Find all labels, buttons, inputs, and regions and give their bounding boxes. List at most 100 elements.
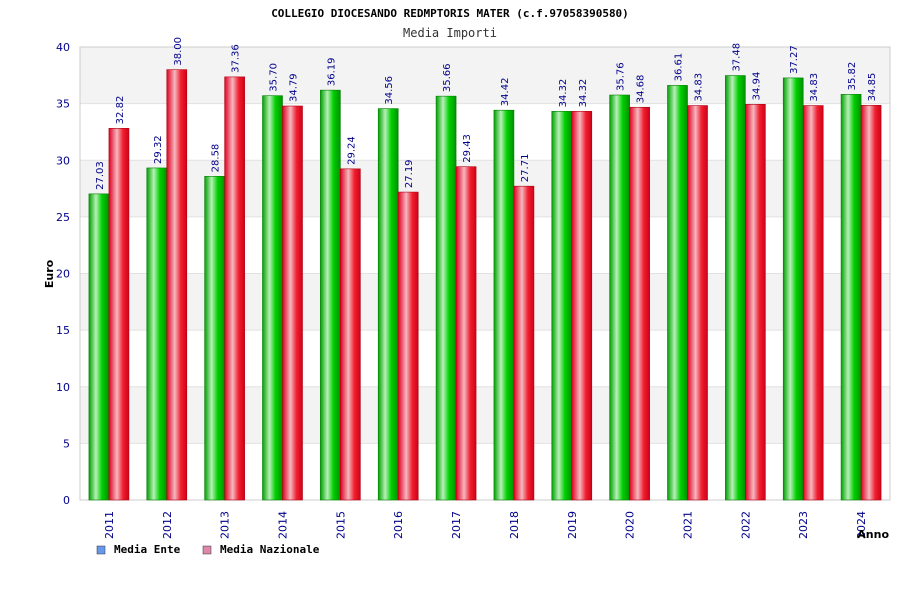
value-label: 34.32 (578, 79, 589, 108)
bar-media-nazionale-2017 (455, 166, 477, 501)
bar-media-ente-2023 (782, 77, 804, 501)
y-tick-label: 40 (56, 41, 70, 54)
y-tick-label: 10 (56, 381, 70, 394)
bar-media-ente-2011 (88, 193, 110, 501)
value-label: 29.43 (462, 134, 473, 163)
bar-media-nazionale-2022 (745, 104, 766, 501)
grid-band (80, 47, 890, 104)
value-label: 34.68 (636, 75, 647, 104)
value-label: 34.83 (694, 73, 705, 102)
bar-media-nazionale-2021 (687, 105, 708, 501)
x-tick-label: 2018 (508, 511, 521, 539)
value-label: 37.27 (789, 45, 800, 74)
x-tick-label: 2022 (739, 511, 752, 539)
value-label: 29.24 (346, 136, 357, 165)
value-label: 35.82 (847, 62, 858, 91)
x-tick-label: 2015 (334, 511, 347, 539)
bar-media-ente-2019 (551, 111, 573, 501)
grid-band (80, 330, 890, 387)
grid-band (80, 103, 890, 161)
x-tick-label: 2017 (450, 511, 463, 539)
grid-band (80, 386, 890, 444)
value-label: 34.85 (867, 73, 878, 102)
value-label: 36.61 (674, 53, 685, 82)
y-axis-ticks: 0 5 10 15 20 25 30 35 40 (56, 41, 70, 507)
bar-media-ente-2024 (840, 94, 862, 501)
y-tick-label: 20 (56, 268, 70, 281)
bar-media-nazionale-2020 (629, 106, 650, 501)
x-axis-label: Anno (857, 528, 889, 541)
value-label: 27.03 (95, 161, 106, 190)
x-tick-label: 2021 (682, 511, 695, 539)
y-tick-label: 25 (56, 211, 70, 224)
x-tick-label: 2019 (566, 511, 579, 539)
bar-media-ente-2013 (204, 176, 225, 501)
legend-label-media-ente: Media Ente (114, 543, 181, 556)
grid-band (80, 216, 890, 274)
bar-media-nazionale-2016 (397, 191, 419, 501)
y-tick-label: 15 (56, 324, 70, 337)
legend: Media Ente Media Nazionale (96, 543, 320, 556)
y-tick-label: 0 (63, 494, 70, 507)
bar-media-ente-2012 (146, 167, 168, 501)
bar-media-ente-2020 (609, 94, 630, 501)
bar-media-nazionale-2012 (166, 69, 188, 501)
grid-band (80, 443, 890, 500)
value-label: 35.66 (442, 64, 453, 93)
x-tick-label: 2012 (161, 511, 174, 539)
value-label: 34.83 (809, 73, 820, 102)
x-tick-label: 2023 (797, 511, 810, 539)
plot-area (79, 46, 891, 501)
bar-media-ente-2014 (262, 95, 283, 501)
x-tick-label: 2016 (392, 511, 405, 539)
value-label: 27.19 (404, 159, 415, 188)
bar-media-nazionale-2014 (282, 105, 303, 501)
bar-media-ente-2022 (725, 75, 746, 501)
chart-subtitle: Media Importi (403, 26, 497, 40)
value-label: 32.82 (115, 96, 126, 125)
value-label: 35.76 (616, 62, 627, 91)
y-tick-label: 30 (56, 154, 70, 167)
value-label: 28.58 (211, 144, 222, 173)
value-label: 34.79 (289, 73, 300, 102)
value-label: 29.32 (153, 135, 164, 164)
value-label: 35.70 (269, 63, 280, 92)
legend-swatch-media-ente (96, 545, 106, 555)
legend-label-media-nazionale: Media Nazionale (220, 543, 320, 556)
value-label: 37.48 (731, 43, 742, 72)
value-labels: 27.03 32.82 29.32 38.00 28.58 37.36 35.70 34.79… (95, 37, 878, 190)
bar-media-nazionale-2018 (513, 185, 535, 501)
bars (88, 69, 882, 501)
bar-media-nazionale-2013 (224, 76, 245, 501)
x-tick-label: 2014 (277, 511, 290, 539)
bar-media-nazionale-2023 (802, 105, 824, 501)
value-label: 38.00 (173, 37, 184, 66)
grid-band (80, 160, 890, 217)
value-label: 34.94 (751, 72, 762, 101)
x-tick-label: 2020 (624, 511, 637, 539)
bar-media-nazionale-2024 (860, 105, 882, 501)
grid-band (80, 273, 890, 331)
x-tick-label: 2024 (855, 511, 868, 539)
x-tick-label: 2013 (219, 511, 232, 539)
bar-media-ente-2021 (667, 85, 688, 501)
bar-media-ente-2018 (493, 109, 515, 501)
y-tick-label: 5 (63, 437, 70, 450)
bar-media-ente-2015 (320, 89, 341, 501)
legend-swatch-media-nazionale (202, 545, 212, 555)
y-tick-label: 35 (56, 98, 70, 111)
value-label: 34.56 (384, 76, 395, 105)
bar-media-nazionale-2019 (571, 111, 593, 501)
value-label: 34.42 (500, 78, 511, 107)
bar-media-nazionale-2015 (340, 168, 361, 501)
y-axis-label: Euro (43, 259, 56, 288)
x-axis-ticks: 2011 2012 2013 2014 2015 2016 2017 2018 2019 2020… (103, 511, 868, 539)
x-tick-label: 2011 (103, 511, 116, 539)
bar-media-nazionale-2011 (108, 128, 130, 501)
value-label: 27.71 (520, 154, 531, 183)
bar-media-ente-2017 (435, 95, 457, 501)
value-label: 36.19 (326, 58, 337, 87)
bar-media-ente-2016 (377, 108, 399, 501)
value-label: 37.36 (231, 44, 242, 73)
